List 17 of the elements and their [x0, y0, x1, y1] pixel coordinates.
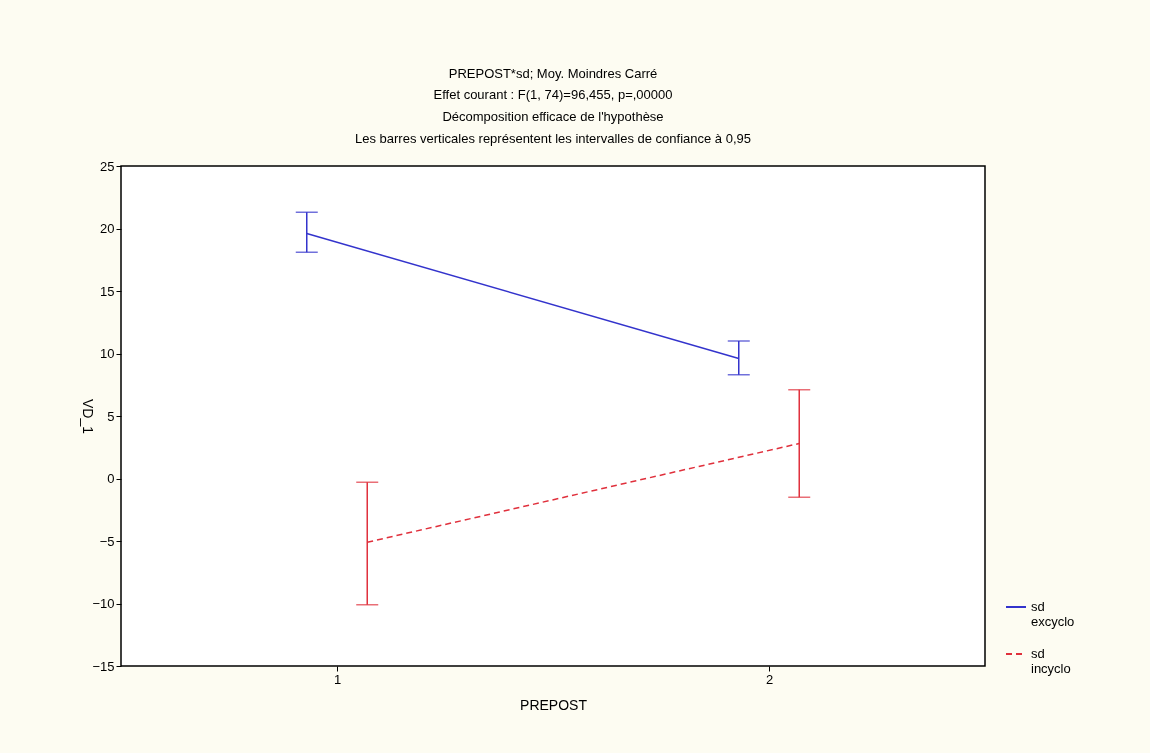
y-tick-label: 10 — [100, 346, 115, 361]
y-tick-label: 0 — [107, 471, 115, 486]
x-tick-label: 2 — [765, 671, 774, 687]
x-axis-title: PREPOST — [520, 696, 588, 713]
legend-label: sd excyclo — [1031, 599, 1075, 629]
y-tick-label: 5 — [107, 408, 115, 424]
chart-title: PREPOST*sd; Moy. Moindres Carré — [448, 66, 658, 81]
chart-subtitle: Effet courant : F(1, 74)=96,455, p=,00000 Décomposition efficace de l'hypothèse Les barres verticales représentent les intervalles de confiance à 0,95 — [355, 87, 751, 146]
y-axis-title: VD_1 — [80, 398, 97, 435]
y-tick-label: −15 — [92, 658, 115, 674]
legend-label: sd incyclo — [1031, 646, 1071, 676]
y-tick-label: 25 — [100, 158, 115, 174]
y-tick-label: −5 — [99, 533, 115, 549]
y-tick-label: 20 — [100, 221, 115, 236]
y-tick-label: 15 — [100, 283, 115, 299]
y-tick-label: −10 — [92, 596, 115, 611]
x-tick-label: 1 — [333, 671, 342, 687]
